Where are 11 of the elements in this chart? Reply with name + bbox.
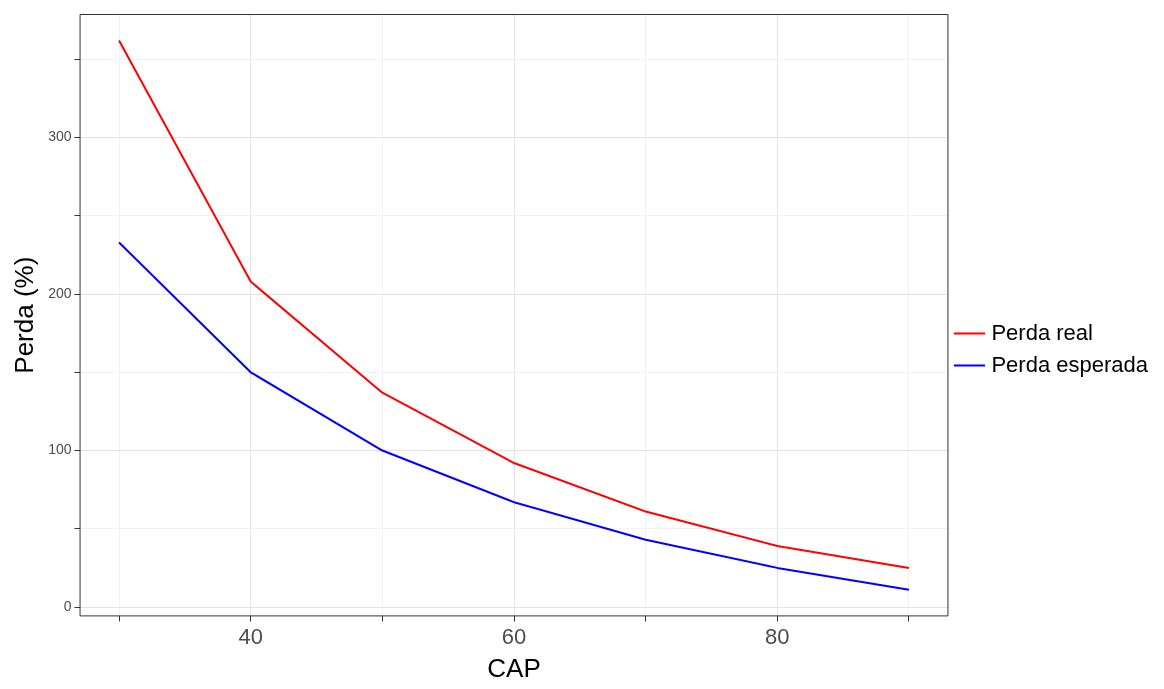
- x-tick-label: 80: [765, 623, 790, 649]
- x-tick-label: 60: [501, 623, 527, 649]
- x-tick-label: 40: [238, 623, 263, 649]
- x-axis-title: CAP: [487, 652, 541, 683]
- y-tick-label: 200: [48, 284, 72, 301]
- y-tick-label: 0: [63, 597, 72, 614]
- y-tick-label: 100: [48, 441, 72, 458]
- y-axis-title: Perda (%): [8, 256, 39, 374]
- legend-label: Perda esperada: [991, 351, 1149, 377]
- y-tick-label: 300: [48, 128, 72, 145]
- legend-label: Perda real: [991, 319, 1093, 345]
